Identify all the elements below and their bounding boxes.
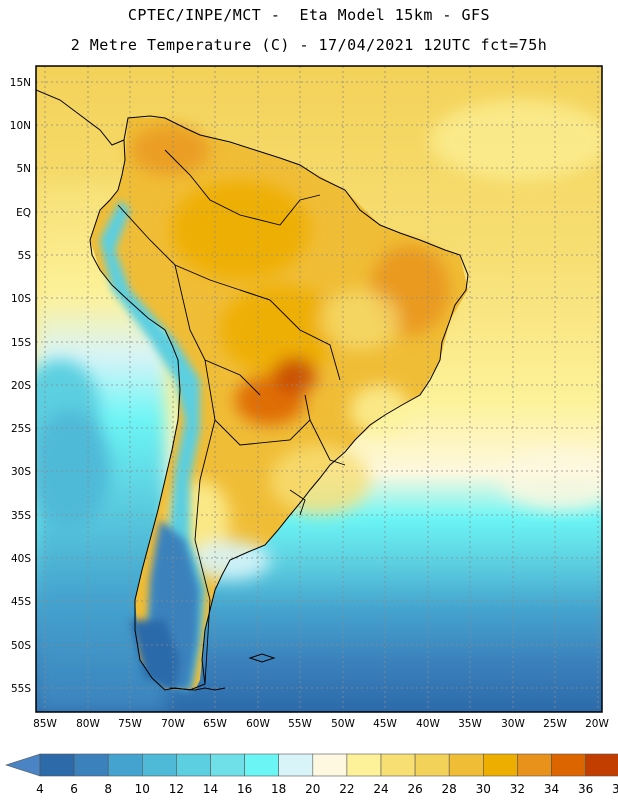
lat-tick-label: 40S: [11, 553, 31, 565]
lon-tick-label: 35W: [458, 718, 482, 730]
colorbar-arrow-low: [5, 753, 41, 777]
tierra-del-fuego-coast: [169, 687, 226, 691]
colorbar-tick-label: 20: [305, 782, 320, 796]
colorbar-tick-label: 26: [407, 782, 422, 796]
colorbar-tick-label: 22: [339, 782, 354, 796]
colorbar-tick-label: 6: [70, 782, 78, 796]
lat-tick-label: EQ: [16, 207, 31, 219]
colorbar-tick-label: 32: [510, 782, 525, 796]
colorbar-swatch: [585, 753, 618, 777]
colorbar-swatch: [176, 753, 211, 777]
chart-title-line-1: CPTEC/INPE/MCT - Eta Model 15km - GFS: [127, 6, 491, 24]
lon-tick-label: 60W: [246, 718, 270, 730]
lon-tick-label: 45W: [373, 718, 397, 730]
lon-tick-label: 50W: [331, 718, 355, 730]
colorbar-swatch: [210, 753, 245, 777]
colorbar-tick-label: 10: [135, 782, 150, 796]
colorbar-swatch: [312, 753, 348, 777]
colorbar-tick-label: 4: [36, 782, 44, 796]
colorbar-tick-label: 8: [104, 782, 112, 796]
colorbar-swatch: [278, 753, 314, 777]
colorbar-tick-label: 18: [271, 782, 286, 796]
colorbar-swatch: [551, 753, 586, 777]
lon-tick-label: 65W: [203, 718, 227, 730]
colorbar-tick-label: 30: [476, 782, 491, 796]
lat-tick-label: 15N: [10, 77, 31, 89]
colorbar-tick-label: 14: [203, 782, 218, 796]
lat-tick-label: 45S: [11, 596, 31, 608]
longitude-axis: 85W 80W 75W 70W 65W 60W 55W 50W 45W 40W …: [33, 718, 609, 730]
lat-tick-label: 15S: [11, 337, 31, 349]
colorbar-legend: 4 6 8 10 12 14 16 18 20 22 24 26 28 30 32 34 36 38: [5, 753, 618, 796]
lon-tick-label: 85W: [33, 718, 57, 730]
colorbar-tick-label: 36: [578, 782, 593, 796]
colorbar-swatch: [142, 753, 177, 777]
colorbar-swatch: [482, 753, 518, 777]
colorbar-tick-label: 38: [612, 782, 618, 796]
lon-tick-label: 55W: [288, 718, 312, 730]
chart-title-line-2: 2 Metre Temperature (C) - 17/04/2021 12U…: [70, 36, 548, 54]
lon-tick-label: 80W: [76, 718, 100, 730]
lat-tick-label: 35S: [11, 510, 31, 522]
central-america-coast: [36, 89, 125, 146]
latitude-axis: 15N 10N 5N EQ 5S 10S 15S 20S 25S 30S 35S…: [10, 77, 32, 695]
colorbar-swatch: [107, 753, 143, 777]
lat-tick-label: 50S: [11, 640, 31, 652]
lon-tick-label: 25W: [543, 718, 567, 730]
colorbar-tick-label: 16: [237, 782, 252, 796]
lat-tick-label: 55S: [11, 683, 31, 695]
colorbar-tick-label: 34: [544, 782, 559, 796]
colorbar-tick-label: 24: [373, 782, 388, 796]
temperature-field: [36, 66, 602, 712]
lat-tick-label: 10N: [10, 120, 31, 132]
coastline: [89, 115, 469, 691]
falkland-islands: [248, 653, 276, 663]
colorbar-tick-label: 12: [169, 782, 184, 796]
lat-tick-label: 10S: [11, 293, 31, 305]
colorbar-tick-label: 28: [442, 782, 457, 796]
colorbar-swatch: [380, 753, 416, 777]
colorbar-swatch: [414, 753, 450, 777]
lat-tick-label: 25S: [11, 423, 31, 435]
lon-tick-label: 20W: [585, 718, 609, 730]
lon-tick-label: 30W: [501, 718, 525, 730]
colorbar-swatch: [517, 753, 552, 777]
colorbar-swatch: [39, 753, 75, 777]
lat-tick-label: 20S: [11, 380, 31, 392]
lat-tick-label: 5S: [18, 250, 32, 262]
colorbar-swatch: [73, 753, 109, 777]
colorbar-swatch: [346, 753, 382, 777]
lon-tick-label: 40W: [416, 718, 440, 730]
graticule: [36, 66, 602, 712]
lon-tick-label: 75W: [118, 718, 142, 730]
colorbar-swatch: [244, 753, 280, 777]
country-borders: [117, 149, 346, 685]
colorbar-swatch: [448, 753, 484, 777]
lon-tick-label: 70W: [161, 718, 185, 730]
map-frame: [35, 65, 603, 713]
lat-tick-label: 5N: [16, 163, 31, 175]
lat-tick-label: 30S: [11, 466, 31, 478]
